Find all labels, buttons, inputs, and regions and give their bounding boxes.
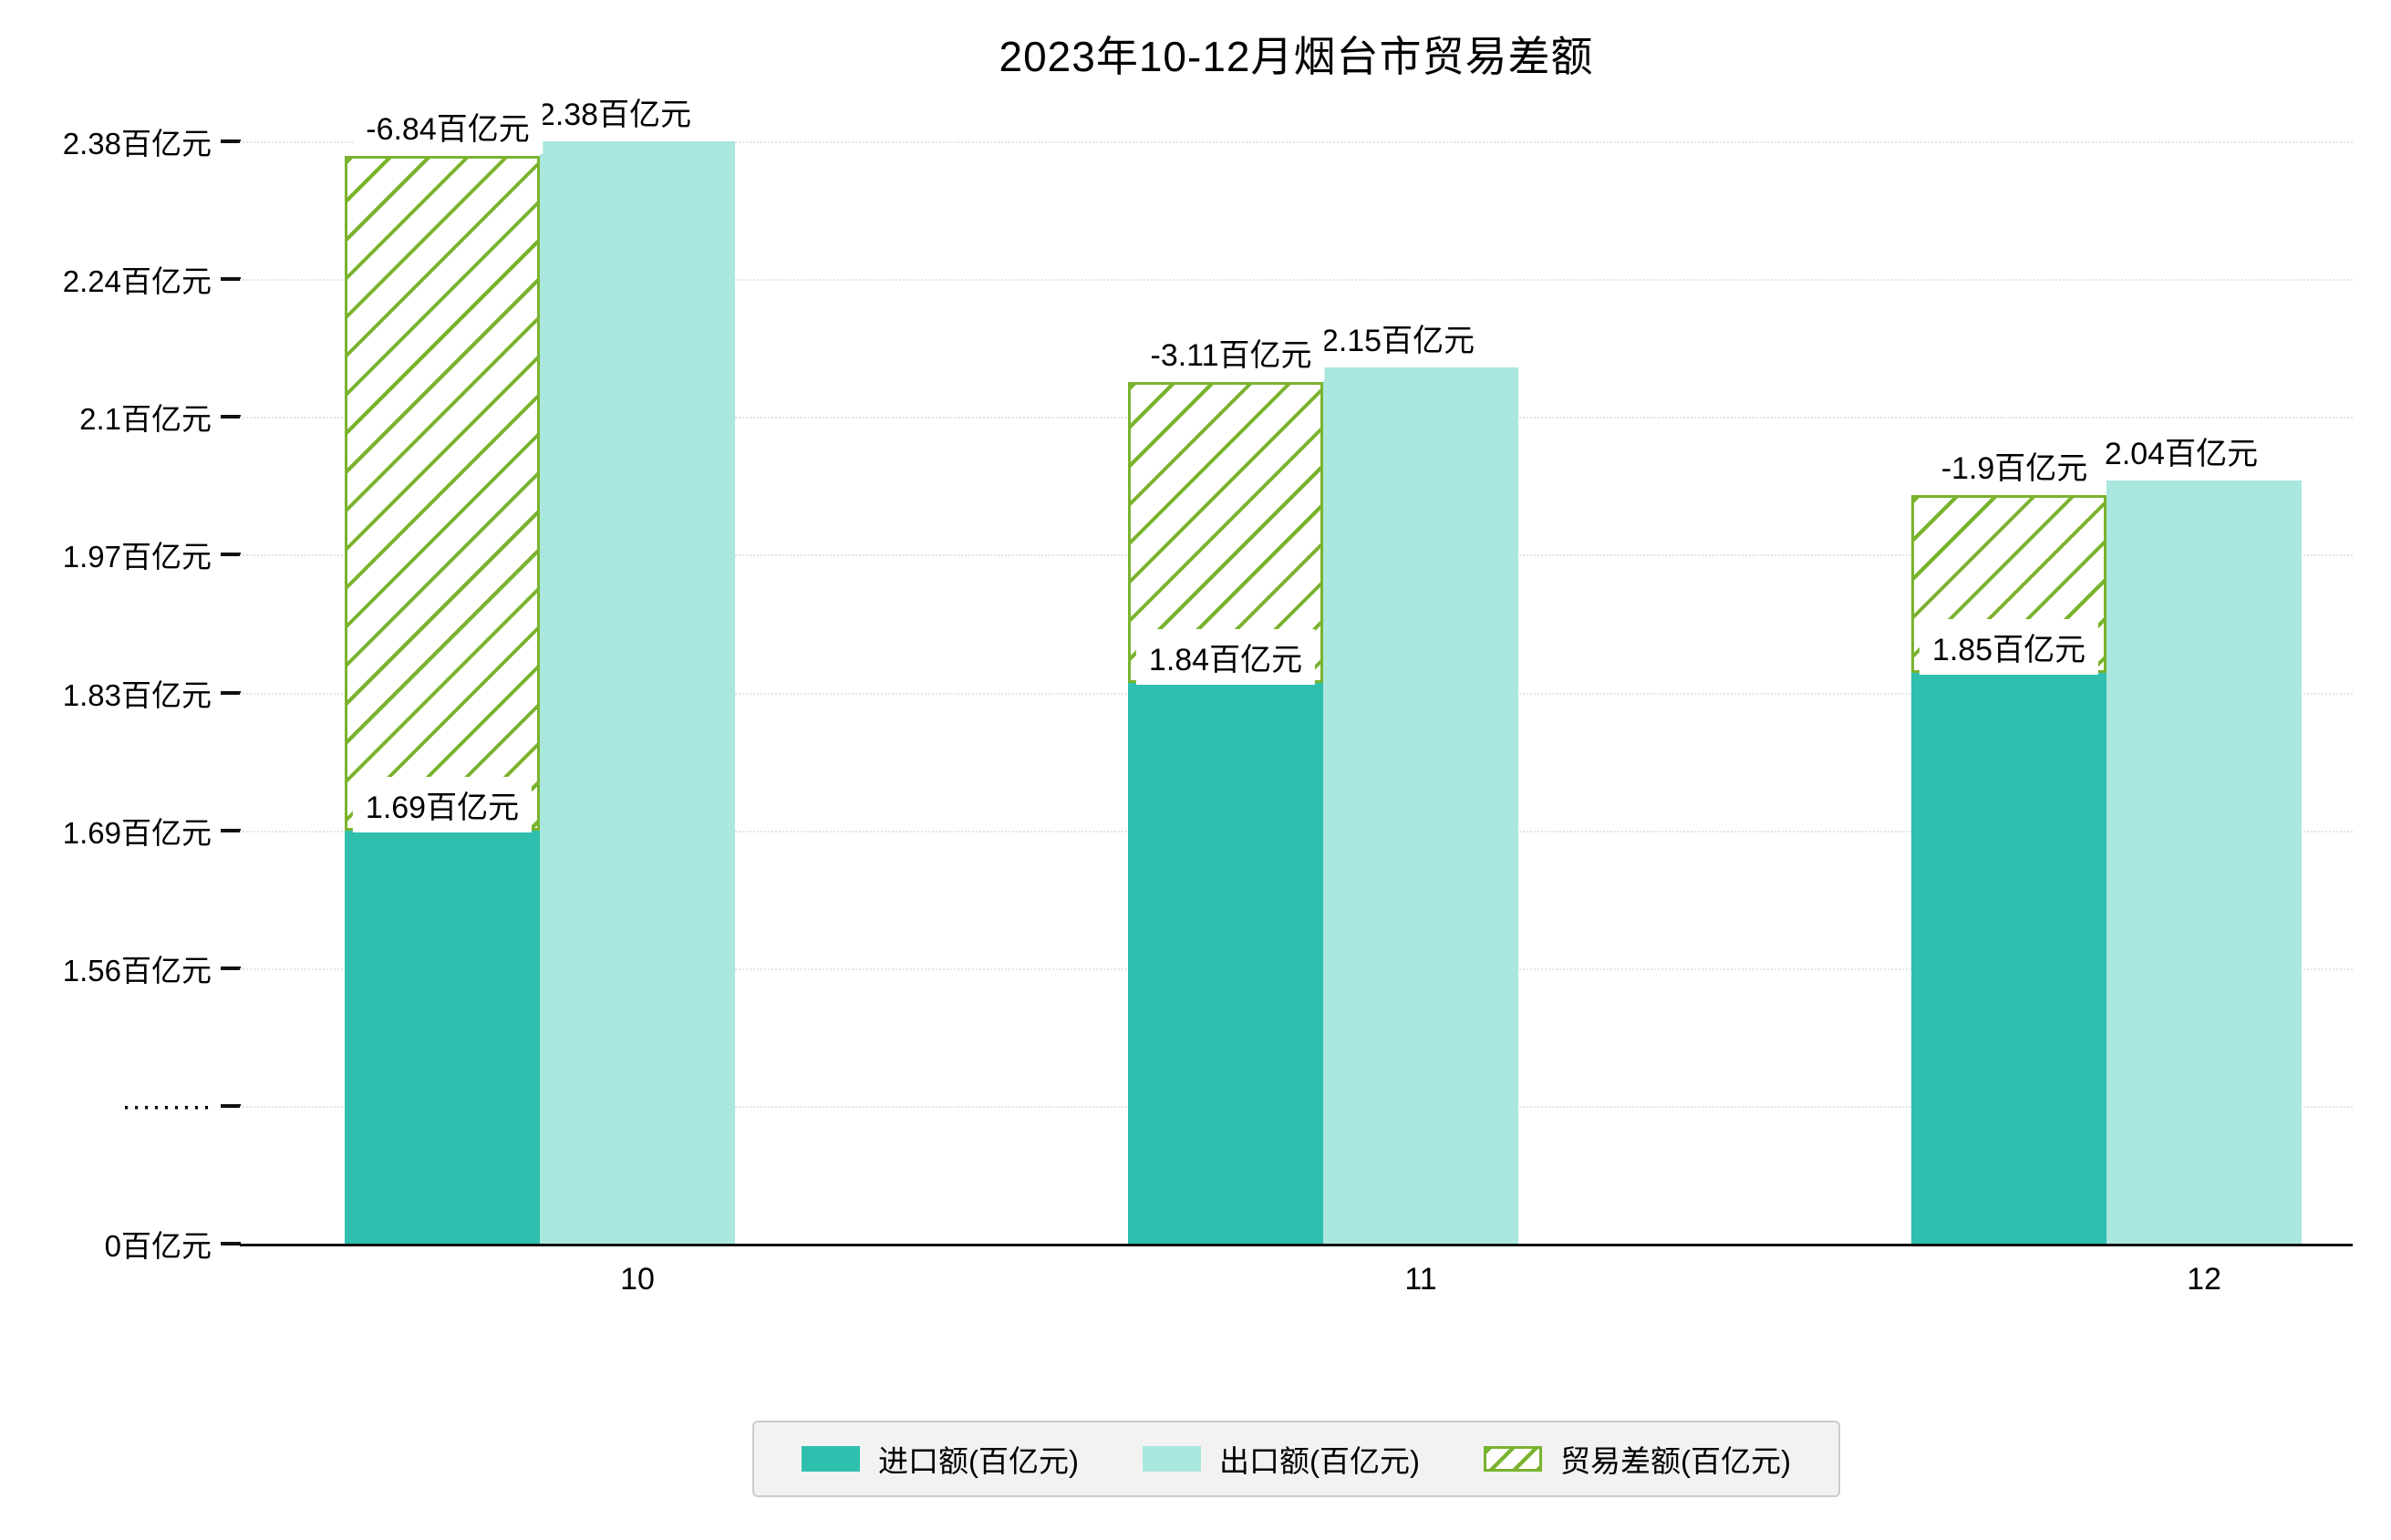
y-tick-label: ········· bbox=[121, 1088, 212, 1122]
bar-import-11[interactable] bbox=[1128, 682, 1323, 1244]
y-tick-label: 2.1百亿元 bbox=[79, 402, 212, 437]
legend-swatch-import-icon bbox=[802, 1446, 861, 1472]
bar-balance-10[interactable] bbox=[345, 156, 540, 831]
legend: 进口额(百亿元) 出口额(百亿元) 贸易差额(百亿元) bbox=[240, 1421, 2353, 1497]
x-tick-label-10: 10 bbox=[620, 1262, 655, 1297]
label-import-10: 1.69百亿元 bbox=[352, 776, 533, 832]
x-tick-label-12: 12 bbox=[2187, 1262, 2221, 1297]
legend-box: 进口额(百亿元) 出口额(百亿元) 贸易差额(百亿元) bbox=[752, 1421, 1840, 1497]
legend-swatch-balance-icon bbox=[1483, 1446, 1542, 1472]
bar-export-10[interactable] bbox=[540, 141, 735, 1244]
x-axis-line bbox=[240, 1244, 2353, 1246]
y-tick-mark bbox=[221, 1242, 241, 1245]
y-tick-mark bbox=[221, 966, 241, 970]
y-tick-mark bbox=[221, 140, 241, 143]
y-tick-mark bbox=[221, 553, 241, 557]
legend-label-export: 出口额(百亿元) bbox=[1219, 1444, 1420, 1478]
y-tick-label: 0百亿元 bbox=[104, 1229, 212, 1263]
label-export-11: 2.15百亿元 bbox=[1308, 310, 1488, 367]
legend-item-balance[interactable]: 贸易差额(百亿元) bbox=[1483, 1437, 1791, 1481]
label-import-12: 1.85百亿元 bbox=[1919, 618, 2099, 675]
y-tick-label: 1.56百亿元 bbox=[62, 953, 212, 987]
legend-item-import[interactable]: 进口额(百亿元) bbox=[802, 1437, 1079, 1481]
y-tick-label: 1.97百亿元 bbox=[62, 540, 212, 574]
y-tick-label: 2.24百亿元 bbox=[62, 264, 212, 299]
legend-label-balance: 贸易差额(百亿元) bbox=[1559, 1444, 1791, 1478]
y-tick-mark bbox=[221, 690, 241, 695]
bar-export-11[interactable] bbox=[1323, 367, 1518, 1244]
grid-line bbox=[240, 141, 2353, 143]
legend-swatch-export-icon bbox=[1143, 1446, 1201, 1472]
label-export-10: 2.38百亿元 bbox=[524, 84, 705, 140]
y-tick-mark bbox=[221, 828, 241, 832]
label-import-11: 1.84百亿元 bbox=[1135, 628, 1316, 685]
y-tick-label: 2.38百亿元 bbox=[62, 127, 212, 160]
bar-import-12[interactable] bbox=[1911, 672, 2106, 1244]
chart-title: 2023年10-12月烟台市贸易差额 bbox=[999, 33, 1594, 80]
bar-import-10[interactable] bbox=[345, 830, 540, 1244]
legend-item-export[interactable]: 出口额(百亿元) bbox=[1143, 1437, 1420, 1481]
x-tick-label-11: 11 bbox=[1404, 1262, 1437, 1297]
y-tick-mark bbox=[221, 415, 241, 419]
bar-export-12[interactable] bbox=[2106, 481, 2302, 1244]
label-balance-10: -6.84百亿元 bbox=[353, 98, 543, 154]
label-export-12: 2.04百亿元 bbox=[2091, 423, 2272, 479]
y-tick-label: 1.69百亿元 bbox=[62, 815, 212, 850]
label-balance-11: -3.11百亿元 bbox=[1137, 325, 1325, 381]
legend-label-import: 进口额(百亿元) bbox=[878, 1444, 1079, 1478]
y-tick-mark bbox=[221, 277, 241, 282]
y-tick-label: 1.83百亿元 bbox=[62, 677, 212, 712]
y-tick-mark bbox=[221, 1103, 241, 1108]
grid-line bbox=[240, 279, 2353, 282]
label-balance-12: -1.9百亿元 bbox=[1928, 438, 2101, 493]
